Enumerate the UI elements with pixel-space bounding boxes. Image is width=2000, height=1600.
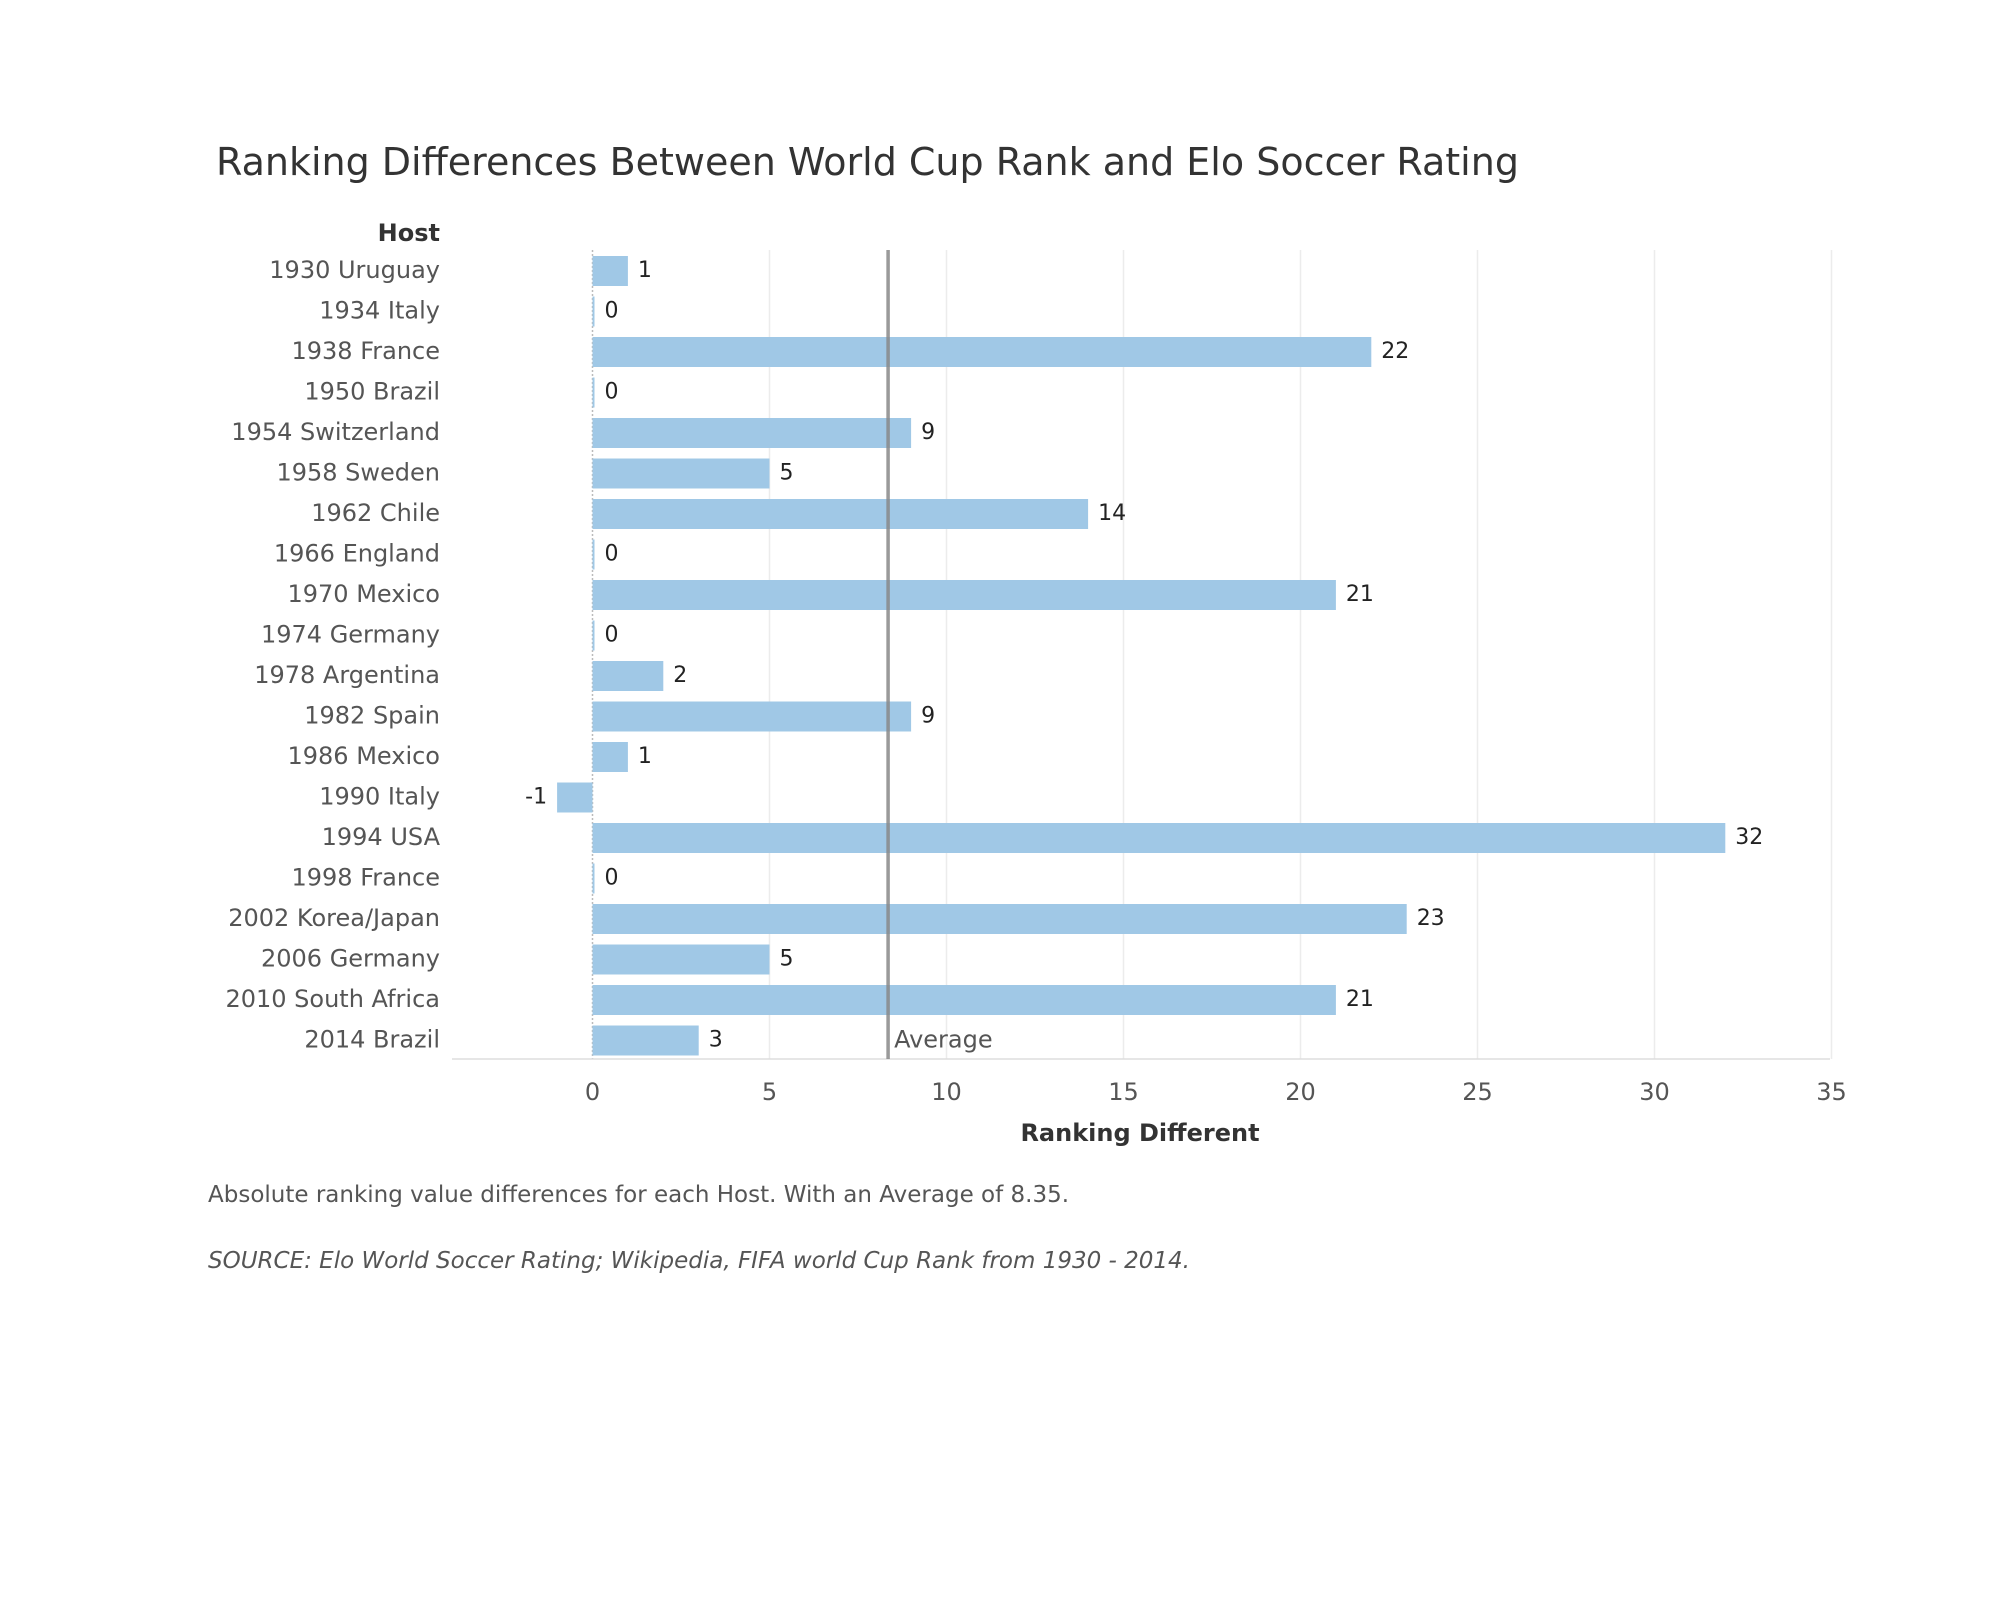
row-label: 2010 South Africa bbox=[225, 985, 440, 1013]
row-label: 1934 Italy bbox=[319, 297, 440, 325]
data-label: 9 bbox=[921, 704, 935, 729]
bar bbox=[592, 742, 628, 772]
row-label: 1962 Chile bbox=[311, 499, 440, 527]
x-tick-label: 15 bbox=[1108, 1078, 1139, 1106]
row-label: 1954 Switzerland bbox=[231, 418, 440, 446]
row-label: 1974 Germany bbox=[261, 621, 440, 649]
row-label: 1994 USA bbox=[322, 823, 441, 851]
row-label: 2006 Germany bbox=[261, 945, 440, 973]
x-tick-label: 5 bbox=[762, 1078, 777, 1106]
x-tick-label: 30 bbox=[1639, 1078, 1670, 1106]
data-label: 3 bbox=[709, 1028, 723, 1053]
row-label: 1950 Brazil bbox=[304, 378, 440, 406]
bar bbox=[592, 823, 1726, 853]
data-label: 0 bbox=[605, 299, 619, 324]
bar bbox=[557, 782, 593, 813]
bar bbox=[592, 256, 628, 286]
data-label: 9 bbox=[921, 420, 935, 445]
x-tick-label: 10 bbox=[931, 1078, 962, 1106]
data-label: 23 bbox=[1417, 906, 1445, 931]
bar bbox=[592, 418, 912, 448]
chart-title: Ranking Differences Between World Cup Ra… bbox=[216, 140, 1519, 184]
row-label: 2002 Korea/Japan bbox=[228, 904, 440, 932]
average-reference: Average bbox=[886, 250, 993, 1059]
bar bbox=[592, 539, 595, 570]
bar bbox=[592, 499, 1089, 529]
bar bbox=[592, 296, 595, 327]
data-label: 0 bbox=[605, 542, 619, 567]
row-label: 1978 Argentina bbox=[254, 661, 440, 689]
chart-source: SOURCE: Elo World Soccer Rating; Wikiped… bbox=[208, 1248, 1190, 1274]
bar bbox=[592, 863, 595, 894]
x-tick-label: 0 bbox=[585, 1078, 600, 1106]
bar bbox=[592, 985, 1336, 1015]
row-label: 2014 Brazil bbox=[304, 1026, 440, 1054]
bar bbox=[592, 620, 595, 651]
bar bbox=[592, 944, 770, 975]
bar bbox=[592, 661, 664, 691]
data-label: 0 bbox=[605, 380, 619, 405]
data-label: 22 bbox=[1381, 339, 1409, 364]
data-label: 32 bbox=[1735, 825, 1763, 850]
average-label: Average bbox=[894, 1026, 993, 1054]
x-axis-title: Ranking Different bbox=[1020, 1119, 1259, 1147]
data-label: 5 bbox=[780, 461, 794, 486]
chart-caption: Absolute ranking value differences for e… bbox=[208, 1182, 1070, 1208]
data-label: 14 bbox=[1098, 501, 1126, 526]
row-label: 1958 Sweden bbox=[276, 459, 440, 487]
data-label: 1 bbox=[638, 258, 652, 283]
data-label: 21 bbox=[1346, 582, 1374, 607]
bar bbox=[592, 377, 595, 408]
row-label: 1970 Mexico bbox=[287, 580, 440, 608]
data-label: 1 bbox=[638, 744, 652, 769]
grid-lines bbox=[591, 250, 1833, 1059]
x-axis: 0 5 10 15 20 25 30 35 bbox=[452, 1058, 1847, 1106]
row-label: 1990 Italy bbox=[319, 783, 440, 811]
data-label: 0 bbox=[605, 623, 619, 648]
bar bbox=[592, 701, 912, 732]
row-label: 1930 Uruguay bbox=[269, 256, 440, 284]
row-label: 1986 Mexico bbox=[287, 742, 440, 770]
row-label: 1966 England bbox=[274, 540, 440, 568]
row-label: 1938 France bbox=[291, 337, 440, 365]
row-labels: 1930 Uruguay 1934 Italy 1938 France 1950 Br… bbox=[225, 256, 440, 1054]
bar bbox=[592, 1025, 699, 1056]
x-tick-label: 20 bbox=[1285, 1078, 1316, 1106]
data-label: -1 bbox=[525, 785, 547, 810]
data-label: 2 bbox=[673, 663, 687, 688]
x-tick-label: 25 bbox=[1462, 1078, 1493, 1106]
data-label: 21 bbox=[1346, 987, 1374, 1012]
bar bbox=[592, 904, 1407, 934]
x-tick-label: 35 bbox=[1816, 1078, 1847, 1106]
bar bbox=[592, 580, 1336, 610]
bar bbox=[592, 337, 1372, 367]
bar bbox=[592, 458, 770, 489]
data-label: 0 bbox=[605, 866, 619, 891]
row-label: 1998 France bbox=[291, 864, 440, 892]
row-header: Host bbox=[378, 219, 440, 247]
row-label: 1982 Spain bbox=[304, 702, 440, 730]
data-label: 5 bbox=[780, 947, 794, 972]
